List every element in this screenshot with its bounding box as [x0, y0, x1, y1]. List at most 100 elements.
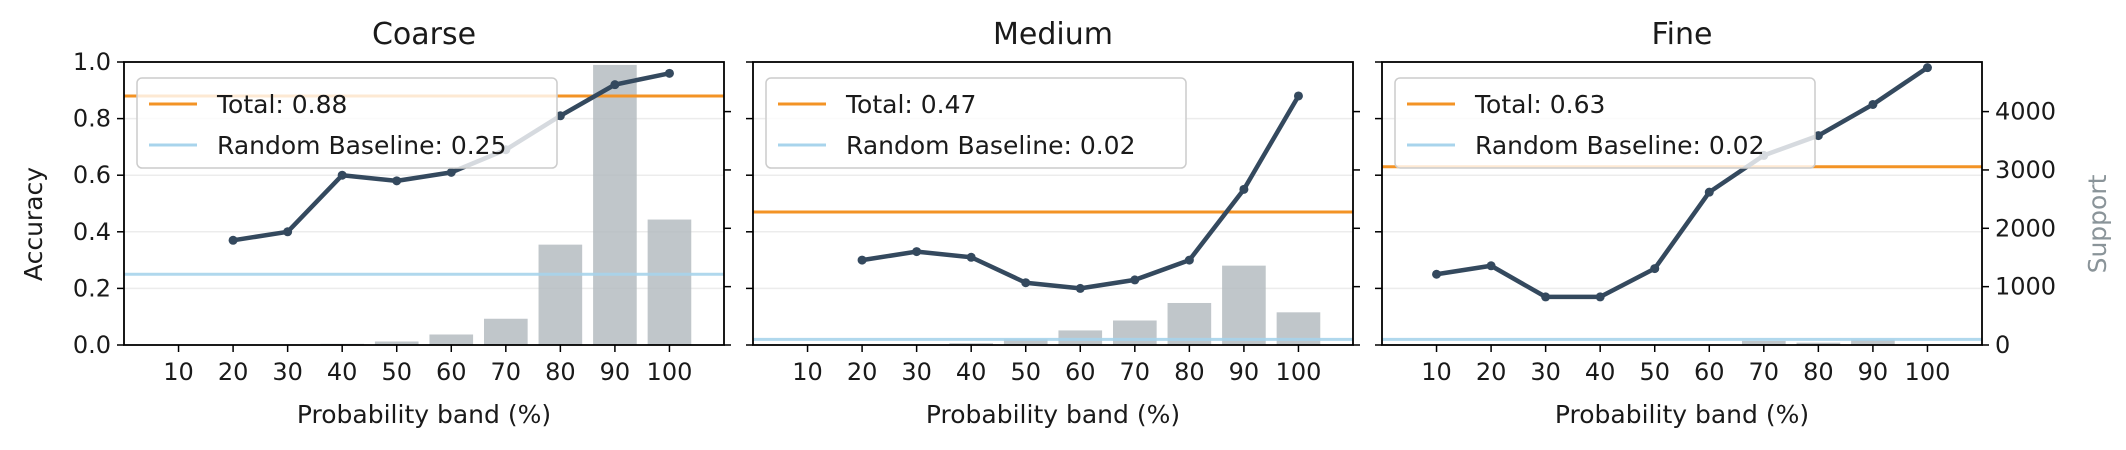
subplot-title: Coarse [372, 17, 476, 52]
legend-label: Random Baseline: 0.02 [1475, 131, 1764, 160]
accuracy-point [1650, 264, 1660, 274]
x-tick-label: 40 [956, 358, 987, 386]
accuracy-series-line [1436, 65, 1929, 300]
support-bar [374, 341, 419, 345]
x-tick-label: 100 [1276, 358, 1322, 386]
support-bar [484, 318, 528, 345]
x-tick-label: 20 [847, 358, 878, 386]
accuracy-point [1868, 99, 1878, 109]
subplot-fine: 10 20 30 40 50 60 70 80 90 10001000200030004000Fi… [1375, 17, 2056, 429]
legend-label: Total: 0.47 [845, 90, 976, 119]
legend-box [1394, 77, 1816, 169]
x-axis-label: Probability band (%) [926, 400, 1180, 429]
y-tick-label: 0.4 [73, 218, 111, 246]
x-tick-label: 10 [792, 358, 823, 386]
accuracy-point [337, 170, 347, 180]
support-bar [1003, 339, 1048, 345]
accuracy-point [1486, 261, 1496, 271]
legend: Total: 0.47 Random Baseline: 0.02 [765, 77, 1187, 169]
support-tick-label: 2000 [1995, 214, 2056, 242]
subplot-medium: 10 20 30 40 50 60 70 80 90 100 Medium Probability b… [746, 17, 1360, 429]
x-tick-label: 50 [381, 358, 412, 386]
accuracy-point [1541, 292, 1551, 302]
x-tick-label: 70 [1120, 358, 1151, 386]
subplot-title: Fine [1652, 17, 1713, 52]
x-tick-label: 60 [1065, 358, 1096, 386]
accuracy-point [1130, 275, 1140, 285]
plot-frame [752, 61, 1354, 346]
y-tick-label: 0.2 [73, 274, 111, 302]
y-axis-label-accuracy: Accuracy [19, 167, 48, 281]
accuracy-point [1239, 184, 1249, 194]
x-tick-label: 50 [1010, 358, 1041, 386]
x-tick-label: 90 [600, 358, 631, 386]
plot-frame [123, 61, 725, 346]
y-tick-label: 0.0 [73, 331, 111, 359]
x-tick-label: 80 [545, 358, 576, 386]
accuracy-point [392, 176, 402, 186]
accuracy-point [610, 80, 620, 90]
accuracy-point [283, 227, 293, 237]
accuracy-point [1184, 255, 1194, 265]
support-tick-label: 3000 [1995, 156, 2056, 184]
x-tick-label: 70 [1749, 358, 1780, 386]
plot-frame [1381, 61, 1983, 346]
legend-label: Total: 0.88 [216, 90, 347, 119]
accuracy-point [1021, 278, 1031, 288]
x-axis-label: Probability band (%) [1555, 400, 1809, 429]
x-tick-label: 10 [1421, 358, 1452, 386]
accuracy-point [1704, 187, 1714, 197]
accuracy-point [555, 111, 565, 121]
x-tick-label: 40 [327, 358, 358, 386]
y-tick-label: 0.6 [73, 161, 111, 189]
support-bar [538, 244, 583, 345]
support-bar [1058, 330, 1103, 345]
y-tick-label: 1.0 [73, 48, 111, 76]
accuracy-point [857, 255, 867, 265]
x-tick-label: 20 [1476, 358, 1507, 386]
support-bar [1796, 342, 1841, 345]
x-tick-label: 60 [1694, 358, 1725, 386]
legend-label: Random Baseline: 0.25 [217, 131, 506, 160]
support-tick-label: 1000 [1995, 273, 2056, 301]
x-tick-label: 10 [163, 358, 194, 386]
accuracy-point [228, 235, 238, 245]
support-bar [429, 334, 474, 345]
legend: Total: 0.88 Random Baseline: 0.25 [136, 77, 558, 169]
x-tick-label: 50 [1639, 358, 1670, 386]
accuracy-point [446, 167, 456, 177]
subplot-panels: 10 20 30 40 50 60 70 80 90 1000.00.20.40.60.81.0C… [73, 17, 2056, 429]
x-tick-label: 90 [1858, 358, 1889, 386]
x-tick-label: 30 [272, 358, 303, 386]
x-tick-label: 80 [1174, 358, 1205, 386]
support-bar [1851, 339, 1895, 345]
x-tick-label: 30 [901, 358, 932, 386]
subplot-title: Medium [993, 17, 1113, 52]
accuracy-point [1075, 283, 1085, 293]
accuracy-point [912, 247, 922, 257]
x-tick-label: 80 [1803, 358, 1834, 386]
support-bar [593, 64, 637, 345]
x-tick-label: 60 [436, 358, 467, 386]
accuracy-point [664, 68, 674, 78]
x-tick-label: 40 [1585, 358, 1616, 386]
legend-box [765, 77, 1187, 169]
accuracy-point [1922, 63, 1932, 73]
legend-label: Random Baseline: 0.02 [846, 131, 1135, 160]
support-bar [647, 219, 692, 345]
support-bar [1113, 320, 1157, 345]
support-tick-label: 4000 [1995, 98, 2056, 126]
support-bar [1222, 265, 1266, 345]
accuracy-point [1293, 91, 1303, 101]
support-bar [1742, 340, 1786, 345]
y-axis-label-support: Support [2083, 174, 2112, 273]
x-tick-label: 20 [218, 358, 249, 386]
accuracy-point [966, 252, 976, 262]
accuracy-point [1813, 131, 1823, 141]
x-tick-label: 30 [1530, 358, 1561, 386]
accuracy-point [1595, 292, 1605, 302]
legend-label: Total: 0.63 [1474, 90, 1605, 119]
x-axis-label: Probability band (%) [297, 400, 551, 429]
subplot-coarse: 10 20 30 40 50 60 70 80 90 100 0.0 0.2 0.4 0.6 0.8 1.0 C… [73, 17, 731, 429]
